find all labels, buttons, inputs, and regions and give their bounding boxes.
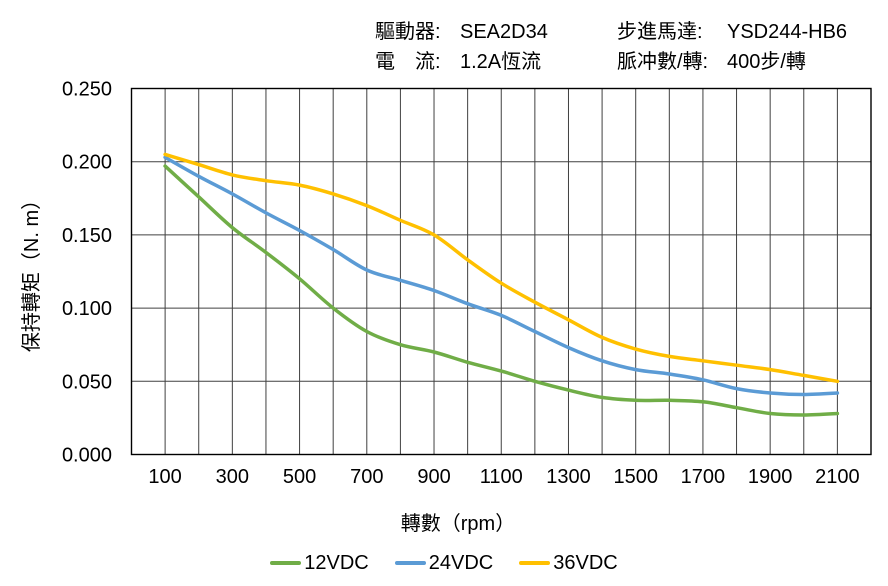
current-value: 1.2A恆流: [460, 51, 542, 73]
x-tick-label: 1700: [681, 466, 726, 488]
motor-label: 步進馬達:: [617, 21, 703, 43]
y-tick-label: 0.150: [62, 225, 112, 247]
legend-swatch-12VDC: [270, 561, 302, 565]
x-tick-label: 100: [148, 466, 181, 488]
plot-border: [130, 87, 872, 456]
header-drive: 驅動器: SEA2D34: [375, 15, 548, 44]
x-axis-title: 轉數（rpm）: [401, 512, 515, 535]
legend-swatch-24VDC: [394, 561, 426, 565]
series-line-24VDC: [163, 155, 840, 397]
y-tick-label: 0.000: [62, 445, 112, 467]
x-tick-label: 2100: [815, 466, 860, 488]
current-label: 電 流:: [375, 51, 441, 73]
series-line-12VDC: [163, 164, 840, 417]
y-axis-title: 保持轉矩（N. m）: [20, 190, 43, 352]
pulses-value: 400步/轉: [727, 51, 806, 73]
x-tick-label: 1300: [546, 466, 591, 488]
legend-label-36VDC: 36VDC: [553, 551, 618, 574]
pulses-label: 脈冲數/轉:: [617, 51, 709, 73]
chart-legend: 12VDC 24VDC 36VDC: [0, 547, 888, 579]
legend-item-12VDC: 12VDC: [270, 551, 369, 575]
x-tick-label: 1900: [748, 466, 793, 488]
header-pulses: 脈冲數/轉: 400步/轉: [617, 45, 806, 74]
x-tick-label: 500: [283, 466, 316, 488]
header-current: 電 流: 1.2A恆流: [375, 45, 541, 74]
x-tick-label: 700: [350, 466, 383, 488]
x-tick-label: 900: [417, 466, 450, 488]
y-tick-label: 0.100: [62, 298, 112, 320]
legend-label-24VDC: 24VDC: [428, 551, 494, 574]
y-tick-label: 0.200: [62, 152, 112, 174]
series-line-36VDC: [163, 152, 840, 384]
x-tick-label: 1500: [613, 466, 658, 488]
drive-value: SEA2D34: [460, 21, 548, 43]
y-tick-label: 0.050: [62, 371, 112, 393]
drive-label: 驅動器:: [375, 21, 441, 43]
torque-speed-chart: 0.000 0.050 0.100 0.150 0.200 0.250 100 300 500 7…: [20, 79, 872, 535]
x-tick-label: 1100: [480, 466, 523, 488]
legend-item-24VDC: 24VDC: [394, 551, 494, 575]
legend-item-36VDC: 36VDC: [519, 551, 618, 575]
legend-swatch-36VDC: [519, 561, 551, 565]
legend-label-12VDC: 12VDC: [304, 551, 369, 574]
header-motor: 步進馬達: YSD244-HB6: [617, 15, 847, 44]
motor-value: YSD244-HB6: [727, 21, 848, 43]
x-tick-label: 300: [216, 466, 249, 488]
y-tick-label: 0.250: [62, 79, 112, 101]
